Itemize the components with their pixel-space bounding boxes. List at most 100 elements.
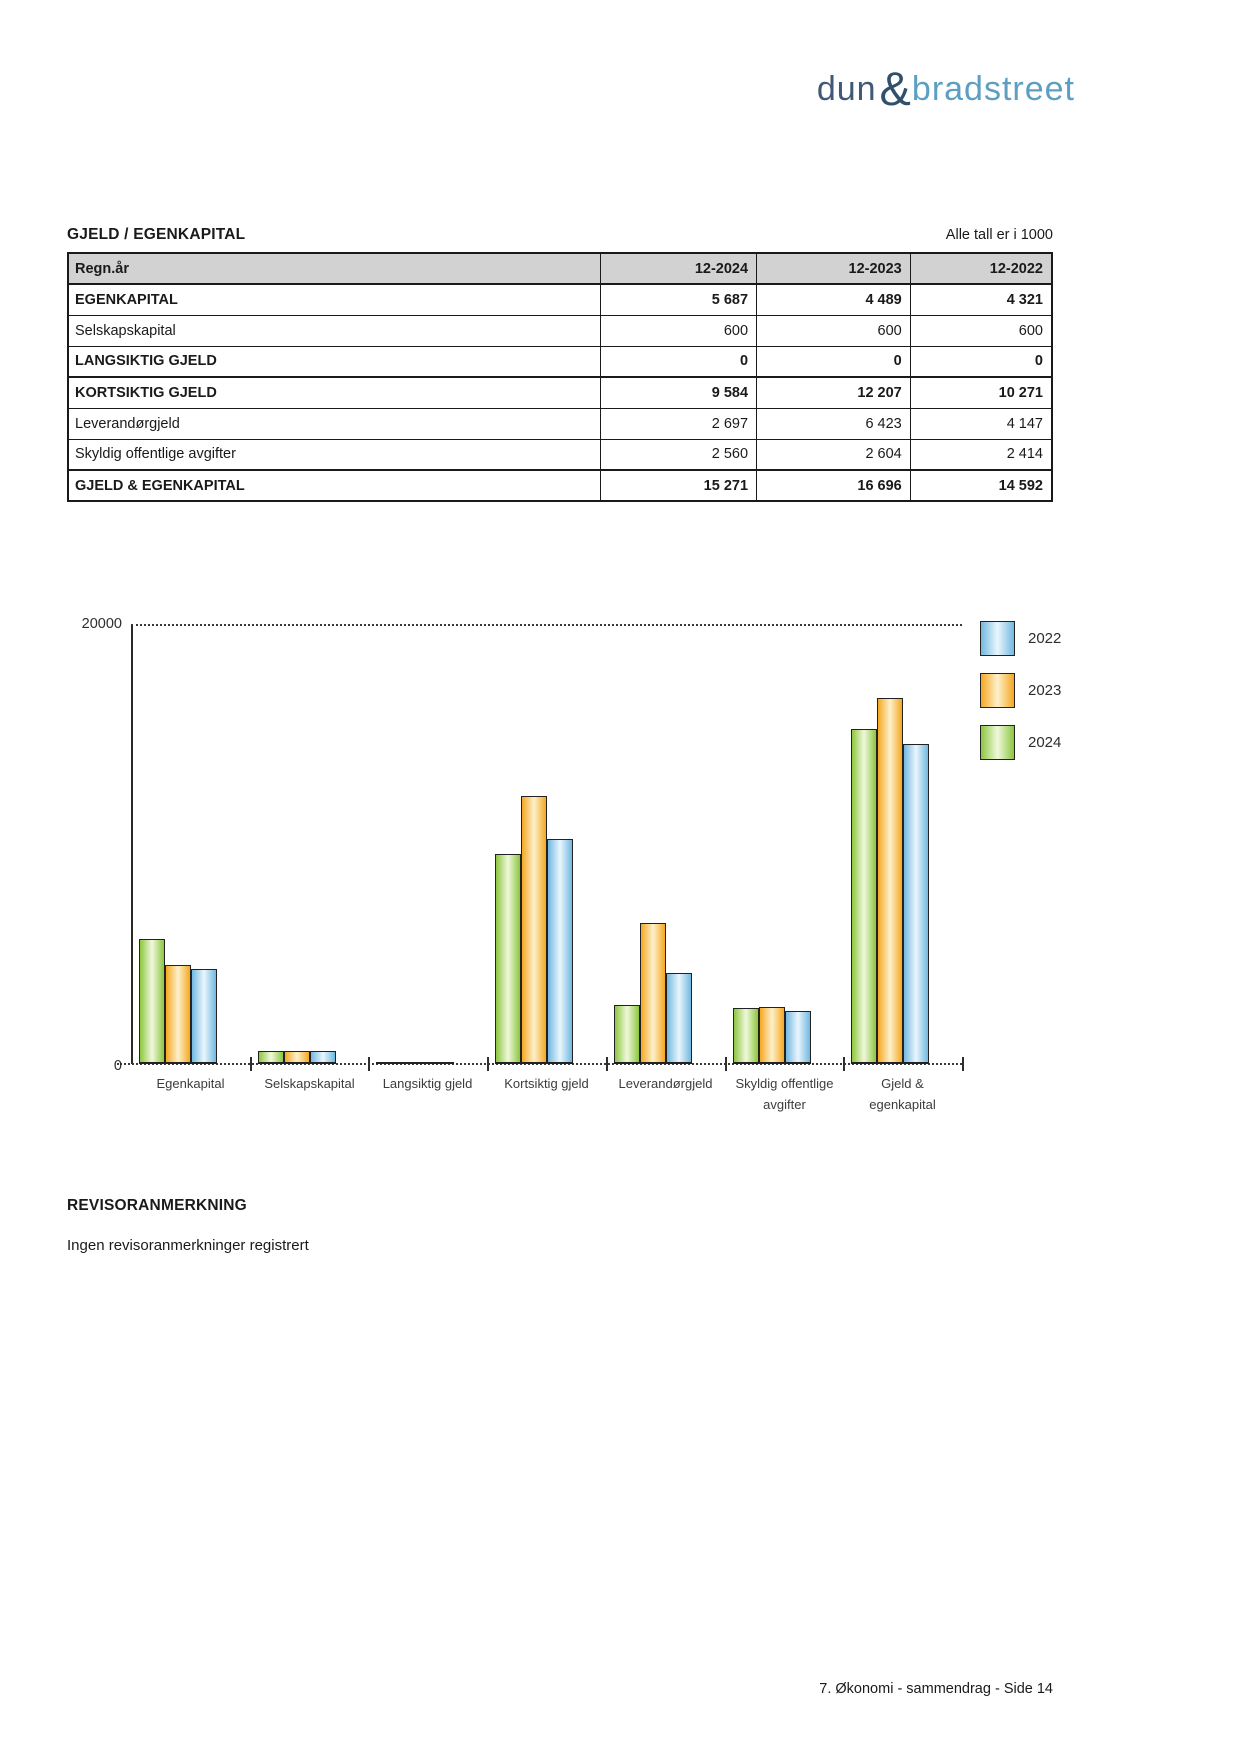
- bar-2024-gjeld-egenkapital: [851, 729, 877, 1064]
- cell-value: 4 489: [756, 283, 911, 316]
- bar-2022-leverandorgjeld: [666, 973, 692, 1064]
- column-header-12-2024: 12-2024: [600, 252, 758, 285]
- x-axis-tick: [962, 1057, 964, 1071]
- gridline-20000: [131, 624, 962, 626]
- table-row-leverandorgjeld: Leverandørgjeld 2 697 6 423 4 147: [67, 407, 1053, 440]
- section-header: GJELD / EGENKAPITAL Alle tall er i 1000: [67, 226, 1053, 244]
- bar-2023-skyldig-offentlige: [759, 1007, 785, 1064]
- bar-2024-leverandorgjeld: [614, 1005, 640, 1064]
- bar-2022-gjeld-egenkapital: [903, 744, 929, 1064]
- bar-2024-selskapskapital: [258, 1051, 284, 1064]
- cell-value: 16 696: [756, 469, 911, 502]
- table-row-selskapskapital: Selskapskapital 600 600 600: [67, 314, 1053, 347]
- cell-value: 0: [600, 345, 758, 378]
- x-axis-baseline: [117, 1063, 962, 1065]
- cell-value: 10 271: [909, 376, 1053, 409]
- cell-value: 2 604: [756, 438, 911, 471]
- row-label: KORTSIKTIG GJELD: [67, 376, 602, 409]
- y-axis: [131, 625, 133, 1064]
- cell-value: 6 423: [756, 407, 911, 440]
- cell-value: 600: [909, 314, 1053, 347]
- table-row-langsiktig-gjeld: LANGSIKTIG GJELD 0 0 0: [67, 345, 1053, 378]
- cell-value: 2 560: [600, 438, 758, 471]
- chart-plot: 20000 0 2022 2023 2024 Egenkapital Selskaps…: [82, 616, 1062, 1112]
- cell-value: 9 584: [600, 376, 758, 409]
- cell-value: 600: [756, 314, 911, 347]
- bar-2022-langsiktig-gjeld: [428, 1062, 454, 1064]
- category-label-langsiktig-gjeld: Langsiktig gjeld: [382, 1076, 473, 1091]
- x-axis-tick: [606, 1057, 608, 1071]
- bar-2022-egenkapital: [191, 969, 217, 1064]
- table-row-egenkapital: EGENKAPITAL 5 687 4 489 4 321: [67, 283, 1053, 316]
- cell-value: 15 271: [600, 469, 758, 502]
- bar-2024-egenkapital: [139, 939, 165, 1064]
- cell-value: 14 592: [909, 469, 1053, 502]
- category-label-egenkapital: Egenkapital: [156, 1076, 225, 1091]
- legend-swatch-2023: [980, 673, 1015, 708]
- cell-value: 0: [909, 345, 1053, 378]
- cell-value: 600: [600, 314, 758, 347]
- bar-2022-selskapskapital: [310, 1051, 336, 1064]
- cell-value: 2 414: [909, 438, 1053, 471]
- legend-label-2023: 2023: [1028, 682, 1062, 699]
- bar-2023-egenkapital: [165, 965, 191, 1064]
- category-label-gjeld-egenkapital: Gjeld & egenkapital: [869, 1076, 936, 1112]
- logo-text-bradstreet: bradstreet: [911, 70, 1075, 108]
- revisor-heading: REVISORANMERKNING: [67, 1197, 247, 1214]
- logo-text-dun: dun: [816, 70, 877, 108]
- column-header-12-2023: 12-2023: [756, 252, 911, 285]
- units-note: Alle tall er i 1000: [945, 227, 1053, 243]
- page-footer: 7. Økonomi - sammendrag - Side 14: [819, 1681, 1053, 1697]
- x-axis-tick: [843, 1057, 845, 1071]
- category-label-selskapskapital: Selskapskapital: [264, 1076, 355, 1091]
- y-tick-label-min: 0: [113, 1058, 122, 1074]
- bar-2024-kortsiktig-gjeld: [495, 854, 521, 1064]
- legend-item-2024: 2024: [980, 725, 1061, 760]
- category-label-skyldig-offentlige: Skyldig offentlige avgifter: [735, 1076, 834, 1112]
- legend-swatch-2022: [980, 621, 1015, 656]
- cell-value: 4 321: [909, 283, 1053, 316]
- cell-value: 4 147: [909, 407, 1053, 440]
- row-label: LANGSIKTIG GJELD: [67, 345, 602, 378]
- revisor-body: Ingen revisoranmerkninger registrert: [67, 1237, 309, 1254]
- category-label-kortsiktig-gjeld: Kortsiktig gjeld: [504, 1076, 589, 1091]
- bar-2023-kortsiktig-gjeld: [521, 796, 547, 1064]
- cell-value: 2 697: [600, 407, 758, 440]
- legend-label-2024: 2024: [1028, 734, 1062, 751]
- row-label: EGENKAPITAL: [67, 283, 602, 316]
- legend-swatch-2024: [980, 725, 1015, 760]
- x-axis-tick: [725, 1057, 727, 1071]
- cell-value: 12 207: [756, 376, 911, 409]
- cell-value: 0: [756, 345, 911, 378]
- bar-2023-selskapskapital: [284, 1051, 310, 1064]
- table-row-kortsiktig-gjeld: KORTSIKTIG GJELD 9 584 12 207 10 271: [67, 376, 1053, 409]
- column-header-regnar: Regn.år: [67, 252, 602, 285]
- table-row-skyldig-offentlige-avgifter: Skyldig offentlige avgifter 2 560 2 604 …: [67, 438, 1053, 471]
- x-axis-tick: [250, 1057, 252, 1071]
- category-label-leverandorgjeld: Leverandørgjeld: [618, 1076, 713, 1091]
- cell-value: 5 687: [600, 283, 758, 316]
- bar-2022-kortsiktig-gjeld: [547, 839, 573, 1064]
- bar-2023-leverandorgjeld: [640, 923, 666, 1064]
- row-label: Skyldig offentlige avgifter: [67, 438, 602, 471]
- column-header-12-2022: 12-2022: [909, 252, 1053, 285]
- table-header-row: Regn.år 12-2024 12-2023 12-2022: [67, 252, 1053, 285]
- balance-table: Regn.år 12-2024 12-2023 12-2022 EGENKAPI…: [67, 252, 1053, 502]
- row-label: GJELD & EGENKAPITAL: [67, 469, 602, 502]
- bar-2023-langsiktig-gjeld: [402, 1062, 428, 1064]
- table-row-gjeld-egenkapital: GJELD & EGENKAPITAL 15 271 16 696 14 592: [67, 469, 1053, 502]
- row-label: Selskapskapital: [67, 314, 602, 347]
- legend-label-2022: 2022: [1028, 630, 1062, 647]
- row-label: Leverandørgjeld: [67, 407, 602, 440]
- chart-legend: 2022 2023 2024: [980, 621, 1061, 760]
- bar-2023-gjeld-egenkapital: [877, 698, 903, 1064]
- legend-item-2023: 2023: [980, 673, 1061, 708]
- section-title: GJELD / EGENKAPITAL: [67, 226, 246, 243]
- bar-2022-skyldig-offentlige: [785, 1011, 811, 1064]
- x-axis-tick: [487, 1057, 489, 1071]
- x-axis-tick: [368, 1057, 370, 1071]
- y-tick-label-max: 20000: [81, 616, 122, 632]
- bar-2024-skyldig-offentlige: [733, 1008, 759, 1064]
- legend-item-2022: 2022: [980, 621, 1061, 656]
- dun-bradstreet-logo: dun & bradstreet: [816, 62, 1075, 115]
